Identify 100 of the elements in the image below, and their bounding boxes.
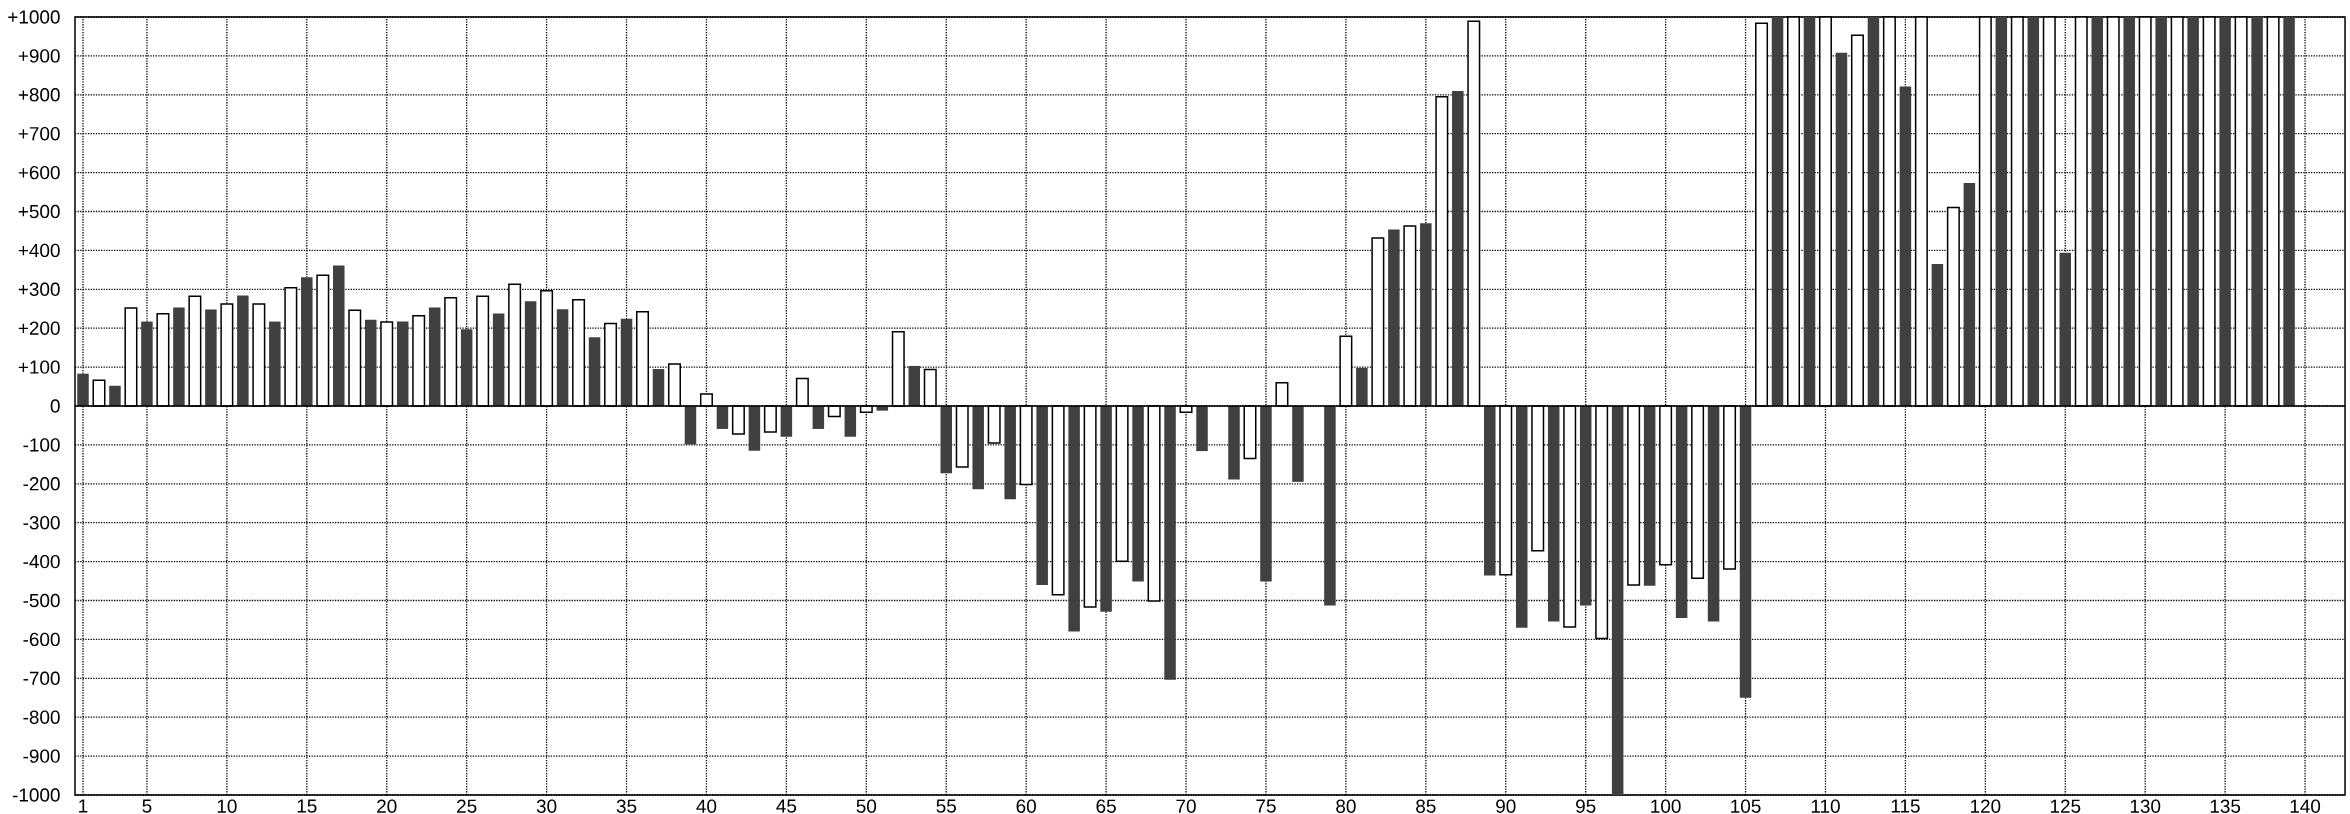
bar	[2059, 252, 2072, 406]
bar	[1899, 86, 1912, 406]
y-tick-label: +600	[18, 165, 60, 180]
y-tick-label: +100	[18, 360, 60, 374]
y-tick-label: +900	[18, 49, 60, 63]
bar	[1867, 16, 1880, 406]
y-tick-label: -500	[23, 593, 60, 608]
bar	[77, 373, 89, 406]
bar	[1484, 406, 1496, 576]
x-tick-label: 5	[142, 799, 152, 813]
bar	[269, 321, 281, 406]
x-tick-label: 140	[2290, 799, 2321, 813]
y-tick-label: -1000	[12, 788, 60, 802]
y-tick-label: +500	[18, 204, 60, 219]
bar	[1675, 406, 1688, 618]
y-tick-label: +300	[18, 282, 60, 296]
bar	[1643, 406, 1656, 586]
x-tick-label: 110	[1811, 799, 1840, 813]
y-tick-label: -200	[23, 477, 60, 491]
x-tick-label: 25	[457, 799, 477, 813]
bar	[492, 313, 505, 406]
bar	[2027, 16, 2040, 406]
bar	[1356, 367, 1368, 406]
x-tick-label: 105	[1731, 799, 1761, 813]
bar	[1260, 406, 1272, 582]
x-tick-label: 135	[2210, 799, 2241, 813]
bar	[1004, 406, 1016, 500]
bar	[1547, 406, 1560, 622]
bar	[460, 329, 473, 406]
bar	[1803, 16, 1816, 406]
bar	[1771, 16, 1784, 406]
bar	[972, 406, 984, 490]
x-tick-label: 60	[1016, 799, 1036, 813]
x-tick-label: 125	[2050, 799, 2081, 813]
bar	[364, 319, 377, 406]
bar	[908, 365, 921, 406]
x-tick-label: 1	[79, 799, 88, 813]
x-tick-label: 20	[377, 799, 397, 813]
x-tick-label: 90	[1496, 799, 1516, 813]
x-tick-label: 120	[1970, 799, 2001, 813]
bar	[2219, 16, 2231, 406]
bar	[556, 309, 569, 406]
x-tick-label: 70	[1176, 799, 1196, 813]
bar	[716, 406, 729, 429]
x-tick-label: 50	[856, 799, 877, 813]
bar	[588, 337, 601, 406]
bar	[1739, 406, 1752, 698]
y-tick-label: -900	[23, 749, 60, 763]
bar	[301, 277, 313, 406]
bar	[428, 307, 441, 406]
bar	[812, 406, 825, 429]
bar	[2155, 16, 2167, 406]
bar	[2123, 16, 2135, 406]
bar	[620, 318, 633, 406]
bar	[1707, 406, 1720, 622]
bar	[2283, 16, 2295, 406]
bar	[1228, 406, 1240, 480]
bar	[1835, 52, 1848, 406]
bar	[1196, 406, 1208, 452]
y-tick-label: -100	[23, 438, 60, 452]
x-tick-label: 115	[1891, 799, 1920, 813]
bar	[940, 406, 952, 474]
bar	[1931, 264, 1944, 406]
y-tick-label: +400	[18, 243, 60, 258]
bar	[2187, 16, 2199, 406]
bar	[1132, 406, 1144, 582]
bar	[396, 321, 409, 406]
bar	[1388, 229, 1400, 406]
y-tick-label: -700	[23, 671, 60, 685]
bar	[748, 406, 761, 451]
bar	[173, 307, 185, 406]
bar	[1611, 406, 1624, 795]
bar	[1164, 406, 1176, 680]
bar	[684, 406, 697, 445]
bar	[844, 406, 857, 437]
x-tick-label: 80	[1336, 799, 1356, 813]
bar	[1579, 406, 1592, 606]
x-tick-label: 95	[1576, 799, 1596, 813]
x-tick-label: 45	[776, 799, 797, 813]
y-tick-label: -300	[23, 515, 60, 530]
bar	[652, 369, 665, 406]
x-tick-label: 10	[217, 799, 237, 813]
bar	[1100, 406, 1112, 612]
bar	[1420, 223, 1432, 406]
x-tick-label: 30	[536, 799, 557, 813]
x-tick-label: 65	[1096, 799, 1116, 813]
x-tick-label: 130	[2130, 799, 2161, 813]
bar	[2091, 16, 2103, 406]
bar	[1515, 406, 1528, 628]
bar	[237, 295, 249, 406]
y-tick-label: +700	[18, 126, 60, 141]
bar	[1324, 406, 1336, 606]
bar	[780, 406, 793, 437]
y-tick-label: +800	[18, 88, 60, 102]
x-tick-label: 40	[696, 799, 717, 813]
x-tick-label: 55	[936, 799, 956, 813]
bar	[524, 301, 537, 406]
bar	[205, 309, 217, 406]
x-tick-label: 85	[1416, 799, 1436, 813]
bar	[141, 321, 153, 406]
